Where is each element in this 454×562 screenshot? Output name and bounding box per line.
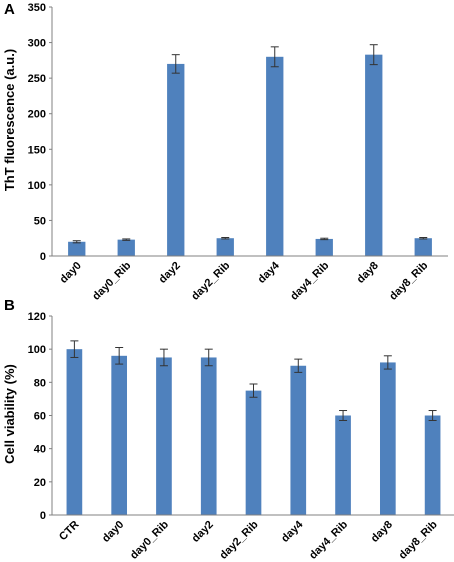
bar-day0: [68, 241, 86, 256]
bar-day8: [379, 362, 396, 515]
bar-day2: [167, 63, 185, 256]
y-tick-label: 350: [28, 2, 46, 14]
bar-day8-rib: [414, 238, 432, 256]
y-tick-label: 0: [40, 510, 46, 522]
y-tick-label: 40: [34, 444, 46, 456]
x-tick-label: day0: [58, 260, 84, 286]
x-tick-label: day0_Rib: [128, 518, 171, 561]
panel-a-label: A: [4, 1, 15, 18]
x-tick-label: day8: [369, 519, 395, 545]
bar-day0: [111, 355, 128, 515]
panel-b: B Cell viability (%) 0 20 40 60 80 100 120 CTR d…: [2, 297, 454, 562]
x-tick-label: day4: [256, 259, 283, 286]
y-tick-label: 0: [40, 251, 46, 263]
y-tick-label: 80: [34, 377, 46, 389]
y-tick-label: 200: [28, 109, 46, 121]
x-tick-label: day2_Rib: [218, 518, 261, 561]
bar-day4-rib: [315, 238, 333, 256]
bar-day4-rib: [335, 415, 351, 515]
y-tick-label: 20: [34, 477, 46, 489]
x-tick-label: CTR: [57, 519, 82, 544]
y-tick-label: 50: [34, 215, 46, 227]
panel-a: A ThT fluorescence (a.u.) 0 50 100 150 200 25…: [2, 1, 448, 303]
bar-day2-rib: [245, 390, 262, 515]
bar-day2: [200, 357, 217, 515]
x-tick-label: day4_Rib: [307, 518, 350, 561]
y-tick-label: 150: [28, 144, 46, 156]
x-tick-label: day2: [157, 260, 183, 286]
y-tick-label: 250: [28, 73, 46, 85]
y-tick-label: 100: [28, 180, 46, 192]
x-tick-label: day4: [279, 518, 306, 545]
bar-day8: [365, 54, 383, 257]
panel-b-y-axis-label: Cell viability (%): [2, 364, 17, 464]
y-tick-label: 100: [28, 344, 46, 356]
bar-day0-rib: [117, 239, 135, 256]
x-tick-label: day8_Rib: [387, 259, 430, 302]
bar-day8-rib: [424, 415, 441, 515]
bar-ctr: [66, 349, 83, 515]
bar-day4: [266, 56, 284, 256]
x-tick-label: day2_Rib: [189, 259, 232, 302]
x-tick-label: day2: [190, 519, 216, 545]
x-tick-label: day4_Rib: [288, 259, 331, 302]
x-tick-label: day8: [355, 260, 381, 286]
x-tick-label: day8_Rib: [397, 518, 440, 561]
x-tick-label: day0_Rib: [90, 259, 133, 302]
y-tick-label: 60: [34, 411, 46, 423]
bar-day2-rib: [216, 238, 234, 256]
panel-b-label: B: [4, 297, 15, 314]
x-tick-label: day0: [100, 519, 126, 545]
bar-day4: [290, 365, 307, 515]
y-tick-label: 300: [28, 38, 46, 50]
bar-day0-rib: [156, 357, 172, 515]
panel-a-y-axis-label: ThT fluorescence (a.u.): [2, 49, 17, 191]
y-tick-label: 120: [28, 311, 46, 323]
